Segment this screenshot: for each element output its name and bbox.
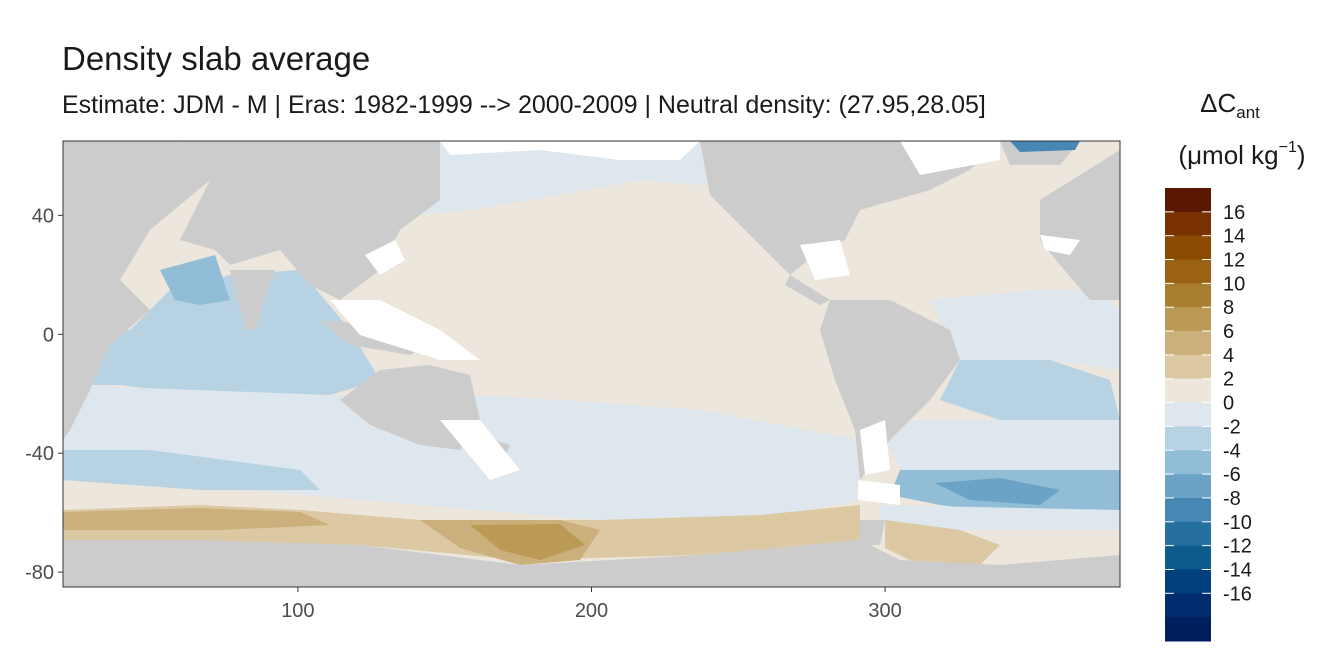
legend-units-close: ) [1296, 140, 1306, 170]
ocean-field-atlantic-southern [880, 420, 1120, 470]
legend-swatch [1165, 283, 1211, 308]
legend-units: (μmol kg−1) [1162, 139, 1322, 170]
legend-label: 6 [1223, 321, 1234, 343]
ocean-field-indian [63, 270, 380, 395]
legend-label: 12 [1223, 250, 1245, 272]
legend-label: -6 [1223, 464, 1241, 486]
ocean-field-south-atlantic [940, 360, 1120, 420]
ocean-field-arabian-sea [160, 255, 230, 305]
legend-label: 4 [1223, 345, 1234, 367]
legend-swatch [1165, 235, 1211, 261]
legend-label: 0 [1223, 393, 1234, 415]
land-antarctica [63, 540, 1120, 587]
legend-swatch [1165, 402, 1211, 427]
legend-label: 10 [1223, 273, 1245, 295]
legend-label: 14 [1223, 226, 1245, 248]
legend-label: -8 [1223, 488, 1241, 510]
legend-label: -10 [1223, 512, 1252, 534]
ocean-field-amundsen [63, 508, 330, 530]
legend-label: -14 [1223, 559, 1252, 581]
ocean-field-greenland-sea [1010, 141, 1080, 152]
ocean-field-southern-indian-belt [63, 450, 320, 490]
land-north-america [700, 141, 1000, 275]
x-tick-label: 100 [281, 600, 314, 622]
legend-swatch [1165, 450, 1211, 475]
legend-label: -12 [1223, 536, 1252, 558]
no-data-drake [858, 480, 900, 505]
legend-swatch [1165, 259, 1211, 284]
no-data-labrador [900, 141, 1000, 175]
legend-swatch [1165, 211, 1211, 237]
no-data-regions [330, 141, 1080, 505]
x-tick-label: 200 [575, 600, 608, 622]
no-data-japan [365, 240, 405, 275]
land-africa [63, 141, 210, 440]
land-australia [340, 365, 480, 450]
y-tick-label: 40 [32, 205, 54, 227]
land-masses [63, 141, 1120, 587]
legend-swatch [1165, 497, 1211, 523]
legend-swatch [1165, 569, 1211, 594]
legend-label: -16 [1223, 583, 1252, 605]
legend-title-main: ΔC [1200, 88, 1237, 118]
ocean-field-atlantic-equatorial [930, 290, 1120, 370]
land-central-america [785, 275, 830, 305]
legend-title-subscript: ant [1236, 103, 1260, 122]
legend-swatch [1165, 378, 1211, 404]
y-tick-label: 0 [43, 324, 54, 346]
legend-swatch [1165, 617, 1211, 642]
legend-units-superscript: −1 [1278, 139, 1297, 156]
legend-label: 2 [1223, 369, 1234, 391]
no-data-caribbean [800, 240, 850, 280]
map-title: Density slab average [62, 40, 371, 77]
no-data-indonesia-fringe [330, 300, 480, 360]
map-panel [63, 141, 1120, 587]
legend-title: ΔCant [1165, 90, 1295, 121]
land-europe-africa-east [1040, 150, 1120, 300]
legend-swatch [1165, 521, 1211, 547]
legend-label: -2 [1223, 416, 1241, 438]
y-tick-label: -40 [25, 443, 54, 465]
land-south-america [820, 300, 960, 480]
legend-swatch [1165, 545, 1211, 570]
ocean-field-atlantic-southern-light [880, 505, 1120, 530]
ocean-field-atlantic-core [935, 478, 1060, 505]
legend-label: -4 [1223, 440, 1241, 462]
legend-swatch [1165, 307, 1211, 332]
legend-units-text: (μmol kg [1178, 140, 1279, 170]
no-data-arctic [440, 141, 700, 160]
no-data-australia-fringe [440, 420, 520, 480]
ocean-field-weddell [885, 520, 1000, 565]
legend-swatch [1165, 426, 1211, 451]
no-data-mediterranean [1040, 235, 1080, 255]
ocean-field-ross-sea-core [470, 524, 585, 560]
legend-swatch [1165, 188, 1211, 213]
legend-label: 8 [1223, 297, 1234, 319]
legend-swatch [1165, 331, 1211, 356]
no-data-south-georgia [860, 420, 890, 475]
legend-swatch [1165, 474, 1211, 499]
land-india [230, 270, 275, 330]
legend-swatch [1165, 354, 1211, 380]
legend-swatch [1165, 593, 1211, 618]
y-tick-label: -80 [25, 562, 54, 584]
map-subtitle: Estimate: JDM - M | Eras: 1982-1999 --> … [62, 91, 986, 119]
land-antarctic-peninsula [860, 520, 885, 545]
legend-label: 16 [1223, 202, 1245, 224]
x-tick-label: 300 [868, 600, 901, 622]
